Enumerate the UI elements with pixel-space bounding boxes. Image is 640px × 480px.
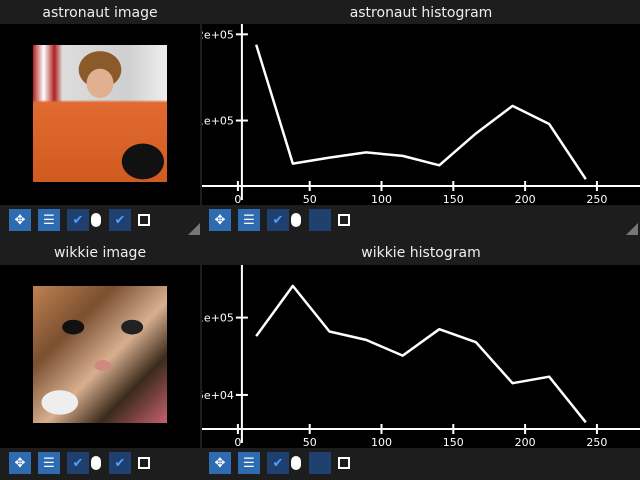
y-tick-label: 1e+05 bbox=[202, 115, 234, 128]
wikkie-image-canvas[interactable] bbox=[0, 265, 200, 448]
x-tick-label: 100 bbox=[371, 436, 392, 448]
fullscreen-icon[interactable] bbox=[338, 457, 350, 469]
flip-camera-checkbox[interactable]: ✔ bbox=[109, 209, 131, 231]
wikkie-histogram-canvas[interactable]: 0 50 100 150 200 250 5e+04 1e+05 bbox=[197, 265, 640, 449]
maintain-aspect-checkbox[interactable]: ✔ bbox=[67, 452, 89, 474]
x-tick-label: 150 bbox=[443, 436, 464, 448]
maintain-aspect-checkbox[interactable]: ✔ bbox=[267, 209, 289, 231]
fullscreen-icon[interactable] bbox=[138, 214, 150, 226]
maintain-aspect-checkbox[interactable]: ✔ bbox=[67, 209, 89, 231]
auto-scale-button[interactable]: ☰ bbox=[238, 452, 260, 474]
astronaut-histogram-title: astronaut histogram bbox=[349, 5, 493, 21]
x-tick-label: 250 bbox=[586, 436, 607, 448]
fullscreen-icon[interactable] bbox=[138, 457, 150, 469]
center-scene-button[interactable]: ✥ bbox=[209, 452, 231, 474]
flip-camera-checkbox[interactable] bbox=[309, 452, 331, 474]
wikkie-image-toolbar: ✥ ☰ ✔ ✔ bbox=[9, 448, 160, 478]
resize-handle[interactable] bbox=[626, 223, 638, 235]
center-scene-button[interactable]: ✥ bbox=[9, 209, 31, 231]
y-tick-label: 2e+05 bbox=[202, 28, 234, 41]
astronaut-histogram-chart: 0 50 100 150 200 250 1e+05 2e+05 bbox=[197, 24, 640, 206]
center-scene-button[interactable]: ✥ bbox=[9, 452, 31, 474]
auto-scale-button[interactable]: ☰ bbox=[238, 209, 260, 231]
histogram-line bbox=[255, 44, 587, 180]
wikkie-histogram-title: wikkie histogram bbox=[361, 245, 481, 261]
y-tick-label: 1e+05 bbox=[202, 312, 234, 325]
x-tick-label: 250 bbox=[586, 193, 607, 205]
x-tick-label: 150 bbox=[443, 193, 464, 205]
astronaut-image bbox=[33, 45, 167, 182]
wikkie-histogram-toolbar: ✥ ☰ ✔ bbox=[209, 448, 360, 478]
y-tick-label: 5e+04 bbox=[202, 389, 234, 402]
astronaut-histogram-toolbar: ✥ ☰ ✔ bbox=[209, 205, 360, 235]
mouse-icon bbox=[291, 213, 301, 227]
mouse-icon bbox=[291, 456, 301, 470]
wikkie-histogram-chart: 0 50 100 150 200 250 5e+04 1e+05 bbox=[197, 265, 640, 449]
histogram-line bbox=[255, 284, 587, 424]
x-tick-label: 0 bbox=[234, 193, 241, 205]
astronaut-image-canvas[interactable] bbox=[0, 24, 200, 205]
astronaut-histogram-canvas[interactable]: 0 50 100 150 200 250 1e+05 2e+05 bbox=[197, 24, 640, 206]
x-tick-label: 50 bbox=[303, 193, 317, 205]
fullscreen-icon[interactable] bbox=[338, 214, 350, 226]
wikkie-image bbox=[33, 286, 167, 423]
auto-scale-button[interactable]: ☰ bbox=[38, 209, 60, 231]
maintain-aspect-checkbox[interactable]: ✔ bbox=[267, 452, 289, 474]
mouse-icon bbox=[91, 456, 101, 470]
flip-camera-checkbox[interactable]: ✔ bbox=[109, 452, 131, 474]
x-tick-label: 0 bbox=[234, 436, 241, 448]
astronaut-image-toolbar: ✥ ☰ ✔ ✔ bbox=[9, 205, 160, 235]
flip-camera-checkbox[interactable] bbox=[309, 209, 331, 231]
x-tick-label: 200 bbox=[515, 193, 536, 205]
auto-scale-button[interactable]: ☰ bbox=[38, 452, 60, 474]
x-tick-label: 200 bbox=[515, 436, 536, 448]
astronaut-image-title: astronaut image bbox=[42, 5, 158, 21]
wikkie-image-title: wikkie image bbox=[53, 245, 147, 261]
resize-handle[interactable] bbox=[188, 223, 200, 235]
x-tick-label: 100 bbox=[371, 193, 392, 205]
x-tick-label: 50 bbox=[303, 436, 317, 448]
mouse-icon bbox=[91, 213, 101, 227]
center-scene-button[interactable]: ✥ bbox=[209, 209, 231, 231]
